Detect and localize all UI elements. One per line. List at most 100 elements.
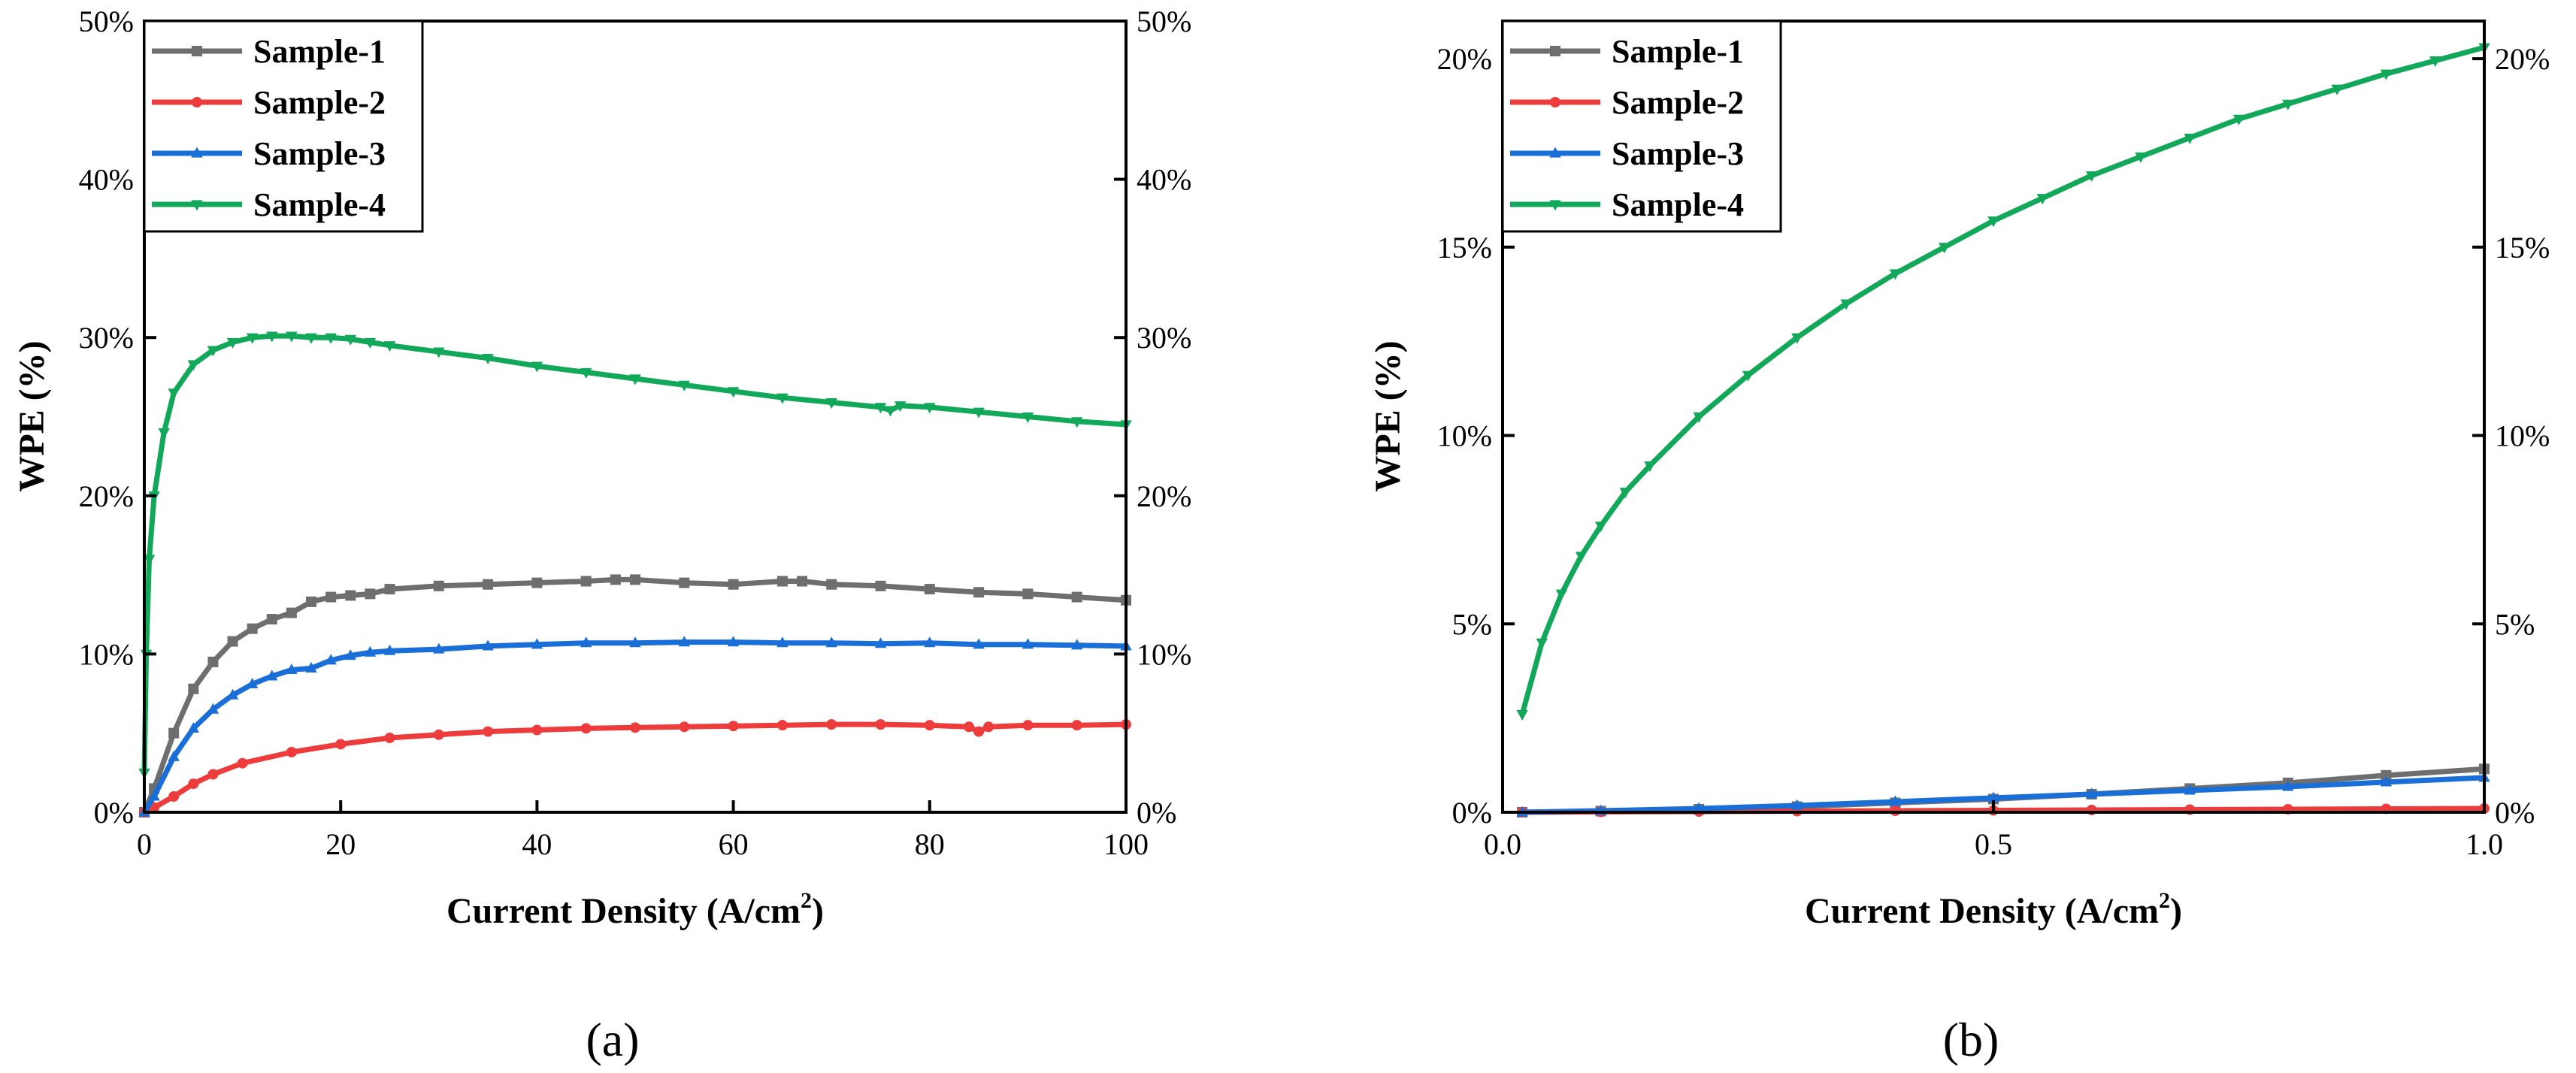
panel-a-point-sample-1-2 — [168, 727, 180, 739]
panel-a-legend: Sample-1 Sample-2 Sample-3 Sample-4 — [143, 20, 424, 233]
panel-a-point-sample-4-7 — [207, 346, 219, 357]
panel-a-legend-label-sample-2: Sample-2 — [253, 84, 386, 121]
panel-b-point-sample-3-4 — [1889, 795, 1902, 806]
panel-a-point-sample-2-4 — [207, 769, 219, 780]
panel-a-point-sample-2-6 — [286, 746, 297, 757]
panel-a-point-sample-1-15 — [483, 579, 494, 590]
panel-a-xtick-label-1: 20 — [325, 827, 356, 861]
panel-b-point-sample-3-7 — [2184, 784, 2196, 795]
panel-b-point-sample-4-18 — [2232, 114, 2245, 125]
panel-b-label: (b) — [1943, 1013, 1999, 1066]
panel-a-point-sample-1-11 — [345, 590, 356, 601]
panel-a-point-sample-1-20 — [679, 577, 690, 588]
panel-a-point-sample-2-10 — [483, 726, 494, 737]
panel-b-ytick-label-right-3: 15% — [2495, 231, 2550, 264]
panel-a-point-sample-3-23 — [874, 637, 887, 648]
panel-a-point-sample-2-12 — [580, 723, 592, 734]
panel-a-point-sample-4-6 — [187, 360, 199, 371]
panel-a-legend-marker-sample-1 — [192, 46, 202, 56]
panel-b-x-axis: 0.0 0.5 1.0 — [1484, 800, 2503, 861]
panel-b-legend-marker-sample-4 — [1549, 200, 1561, 211]
panel-b-point-sample-4-2 — [1555, 589, 1568, 600]
panel-b-point-sample-4-6 — [1644, 461, 1656, 473]
panel-a-point-sample-4-9 — [246, 333, 259, 344]
panel-a-legend-box — [143, 20, 424, 233]
panel-a-point-sample-3-6 — [246, 678, 259, 689]
panel-a-point-sample-3-18 — [629, 636, 641, 648]
panel-b-point-sample-4-0 — [1516, 710, 1528, 721]
panel-b-legend-label-sample-1: Sample-1 — [1612, 33, 1744, 70]
panel-b-point-sample-4-15 — [2085, 171, 2098, 182]
panel-a-point-sample-4-29 — [924, 403, 936, 414]
panel-a-point-sample-2-21 — [973, 726, 985, 737]
panel-b-y-axis-title: WPE (%) — [1368, 340, 1408, 491]
panel-b-legend-label-sample-4: Sample-4 — [1612, 186, 1744, 223]
panel-a-point-sample-1-18 — [610, 574, 621, 585]
panel-a-point-sample-4-21 — [629, 374, 641, 385]
panel-b-ytick-label-right-4: 20% — [2495, 42, 2550, 76]
panel-a-point-sample-4-15 — [364, 337, 377, 349]
panel-a-point-sample-1-14 — [433, 580, 444, 591]
panel-a-legend-marker-sample-3 — [191, 147, 203, 158]
panel-a-ytick-label-right-2: 20% — [1137, 479, 1191, 513]
panel-b-point-sample-4-14 — [2036, 194, 2048, 205]
panel-b-legend-box — [1501, 20, 1782, 233]
panel-a-ytick-label-left-5: 50% — [79, 5, 134, 38]
panel-a-label: (a) — [586, 1013, 639, 1066]
panel-a-point-sample-3-20 — [727, 636, 740, 647]
panel-b-point-sample-4-9 — [1791, 333, 1803, 344]
panel-a-point-sample-2-18 — [875, 719, 886, 730]
panel-a-point-sample-3-25 — [973, 638, 985, 649]
panel-a-ytick-label-left-1: 10% — [79, 637, 134, 671]
panel-a-x-axis-title: Current Density (A/cm2) — [446, 888, 824, 931]
panel-a-point-sample-2-3 — [188, 778, 199, 790]
panel-a-x-axis: 0 20 40 60 80 100 — [137, 800, 1149, 861]
panel-a-point-sample-2-13 — [630, 722, 640, 733]
panel-b-ytick-label-right-0: 0% — [2495, 796, 2535, 830]
panel-b-point-sample-3-2 — [1693, 802, 1705, 813]
panel-b-point-sample-4-11 — [1889, 269, 1902, 280]
panel-b-legend-marker-sample-1 — [1550, 46, 1560, 56]
panel-b-y-axis-left: 0% 5% 10% 15% 20% — [1437, 42, 1515, 830]
panel-a-point-sample-1-23 — [797, 576, 808, 587]
panel-a-point-sample-4-13 — [325, 333, 337, 344]
panel-b-y-axis-right: 0% 5% 10% 15% 20% — [2472, 42, 2550, 830]
panel-a-ytick-label-right-5: 50% — [1137, 5, 1191, 38]
panel-b-xtick-label-1: 0.5 — [1975, 827, 2012, 861]
panel-a-legend-marker-sample-4 — [191, 200, 203, 211]
panel-b-x-axis-title: Current Density (A/cm2) — [1805, 888, 2182, 931]
panel-a-line-sample-2 — [143, 721, 1127, 815]
panel-b-xtick-label-0: 0.0 — [1484, 827, 1521, 861]
panel-b-point-sample-4-3 — [1575, 552, 1588, 563]
panel-a-point-sample-2-23 — [1022, 720, 1034, 731]
panel-b-point-sample-4-22 — [2429, 56, 2441, 68]
panel-a-point-sample-4-17 — [433, 347, 445, 358]
panel-a-point-sample-2-2 — [168, 790, 180, 802]
panel-a-point-sample-4-25 — [825, 397, 837, 409]
panel-a-point-sample-3-27 — [1071, 639, 1083, 650]
panel-b-point-sample-4-16 — [2135, 152, 2147, 163]
panel-a-point-sample-4-31 — [1022, 412, 1034, 423]
panel-a-point-sample-2-15 — [728, 721, 739, 732]
panel-a-point-sample-4-24 — [776, 393, 789, 404]
panel-a-point-sample-1-5 — [227, 636, 238, 647]
panel-a-point-sample-2-17 — [826, 719, 837, 730]
panel-b-point-sample-4-17 — [2184, 133, 2196, 144]
panel-a-point-sample-1-12 — [365, 588, 376, 600]
panel-a-point-sample-3-12 — [364, 645, 377, 657]
panel-a-point-sample-2-7 — [335, 739, 347, 750]
panel-a-point-sample-4-19 — [531, 361, 543, 373]
panel-a-point-sample-3-11 — [344, 649, 356, 660]
panel-a-point-sample-3-7 — [266, 669, 278, 681]
panel-a-point-sample-2-22 — [983, 721, 994, 733]
panel-b-point-sample-1-9 — [2381, 769, 2392, 781]
panel-a-point-sample-4-30 — [973, 407, 985, 419]
panel-b-ytick-label-left-3: 15% — [1437, 231, 1492, 264]
panel-a-point-sample-3-3 — [187, 721, 199, 733]
panel-a-point-sample-1-21 — [728, 579, 739, 590]
panel-b-point-sample-3-9 — [2380, 775, 2393, 787]
panel-a-ytick-label-right-0: 0% — [1137, 796, 1176, 830]
panel-a-y-axis-right: 0% 10% 20% 30% 40% 50% — [1114, 5, 1191, 830]
panel-a-ytick-label-right-3: 30% — [1137, 321, 1191, 355]
panel-a-point-sample-3-24 — [924, 636, 936, 648]
